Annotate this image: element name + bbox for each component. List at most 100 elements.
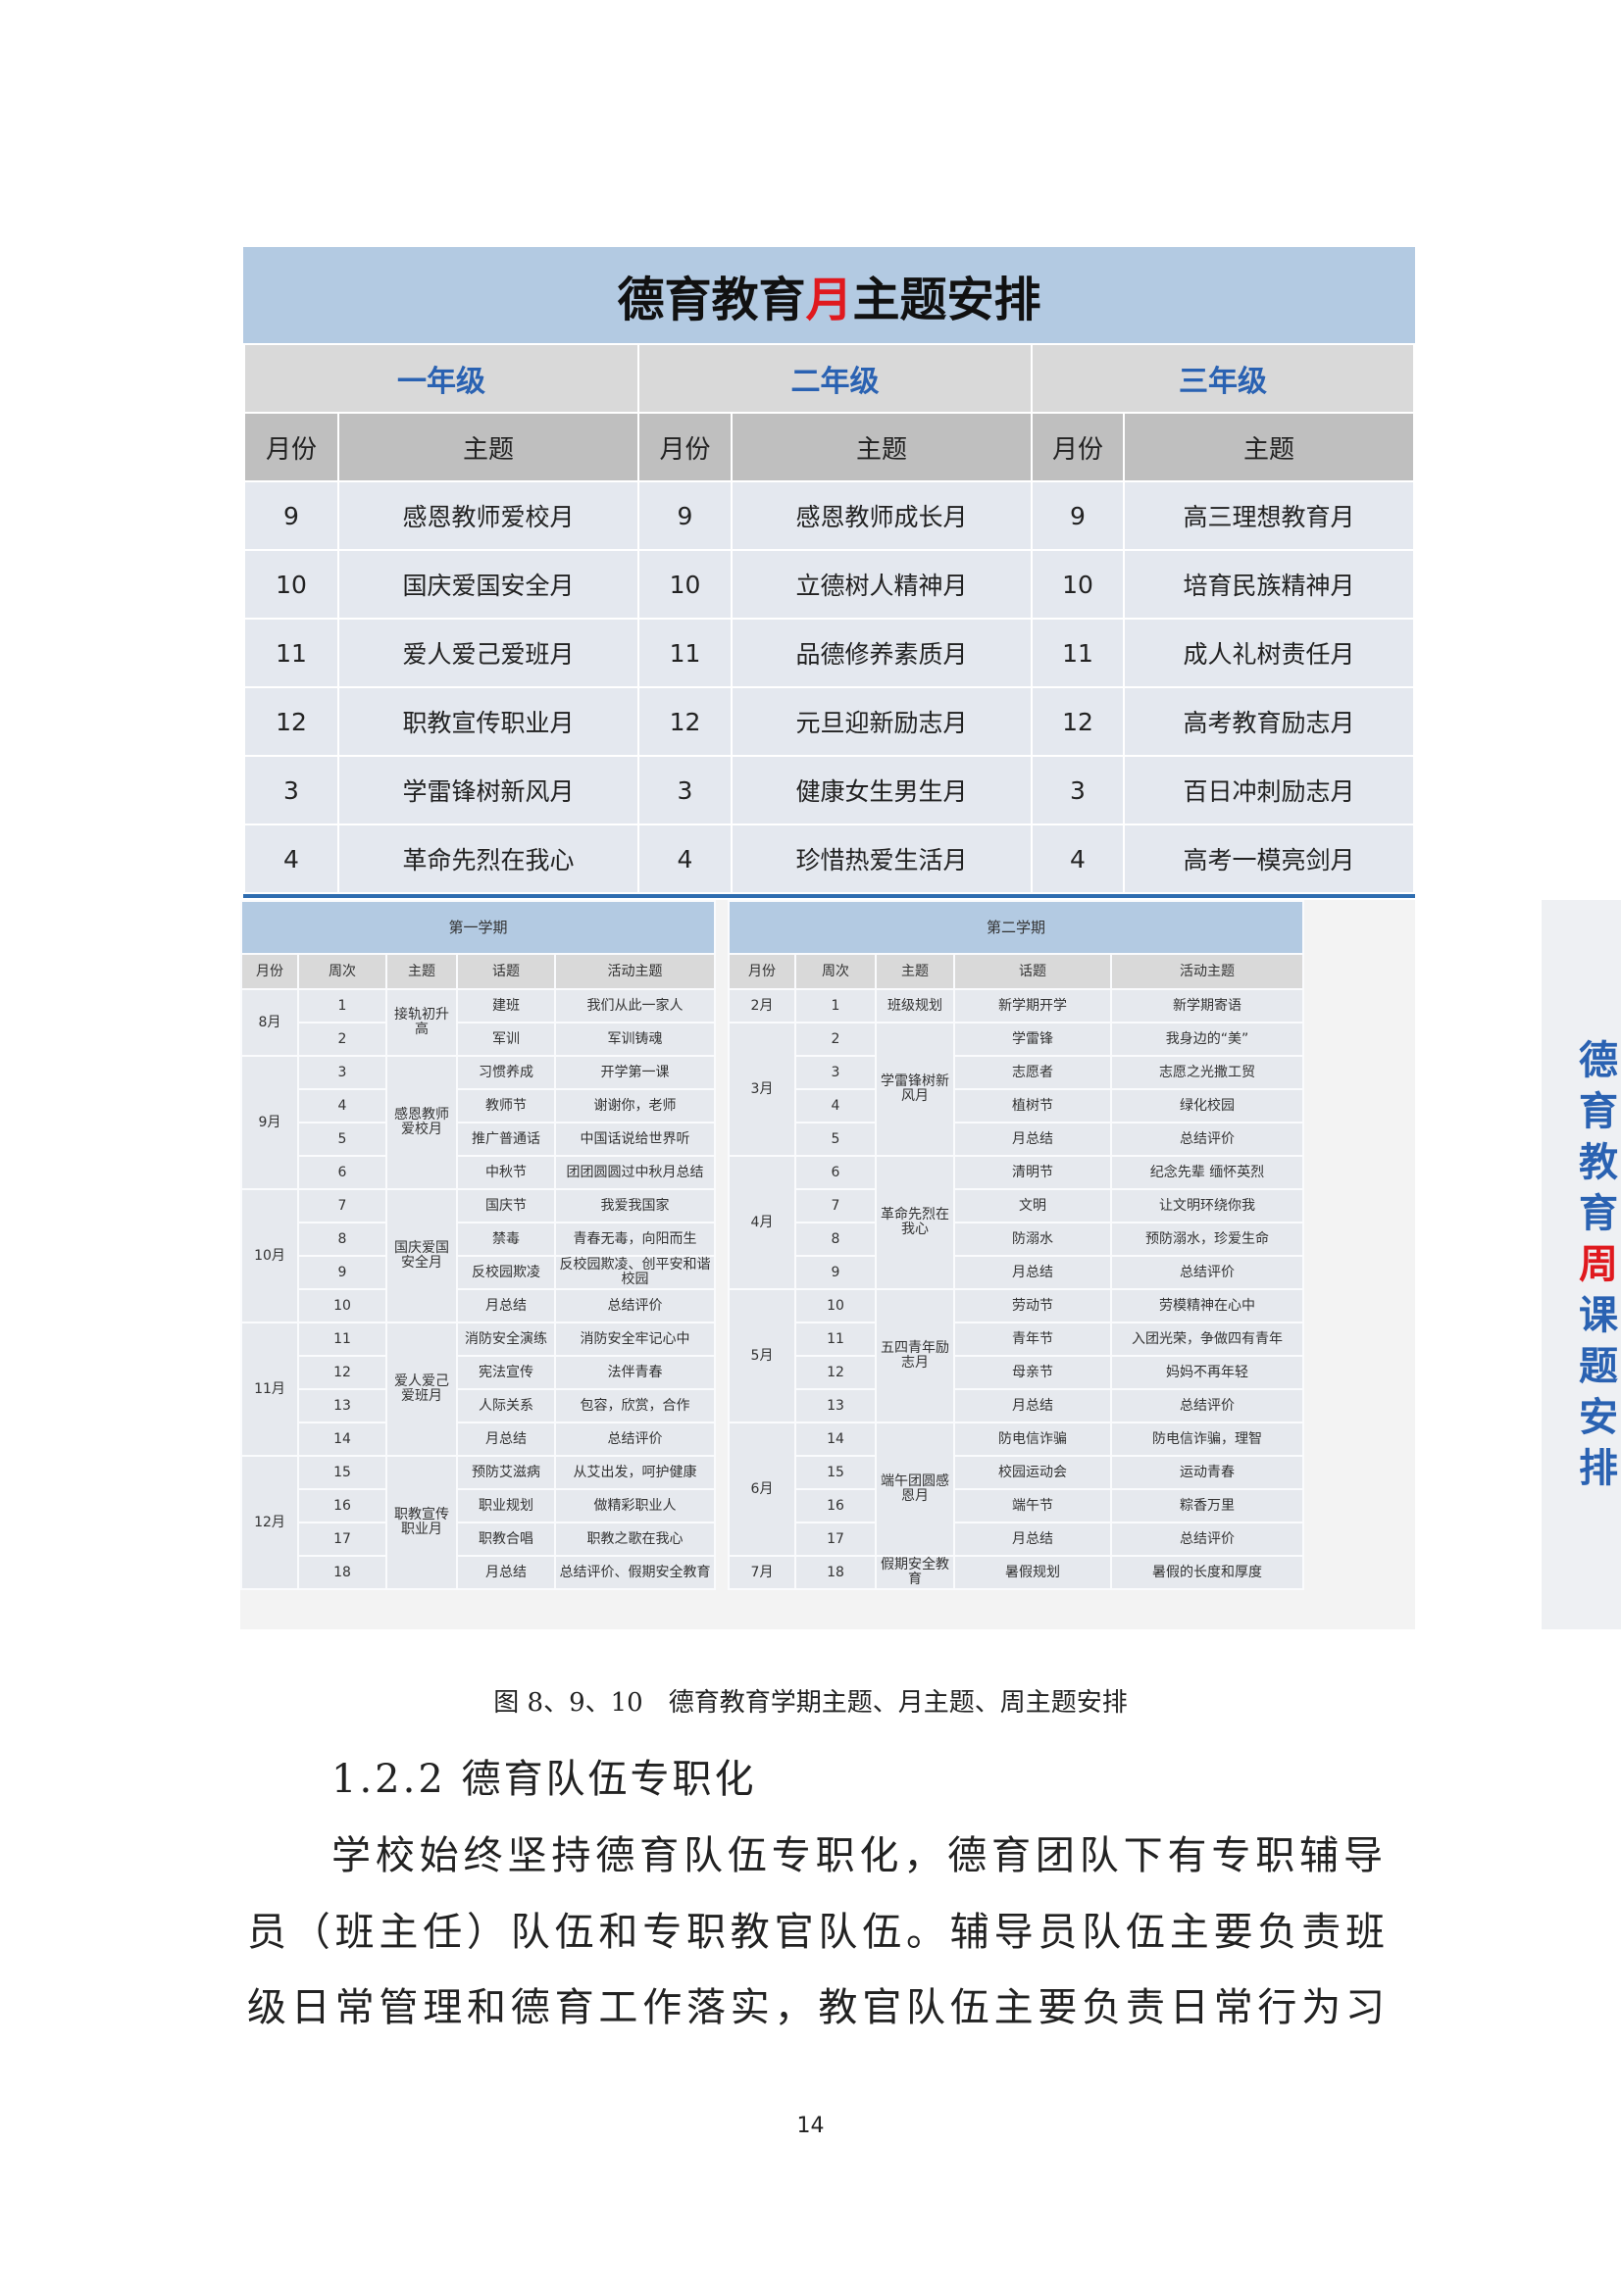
week-cell: 13 [297,1388,387,1423]
semester-1-table: 第一学期 月份 周次 主题 话题 活动主题 8月 1 接轨初升高 建班 我们从此一家人 2 军训 军训铸魂… [240,900,716,1590]
theme-cell: 端午团圆感恩月 [875,1422,955,1557]
table-row: 12月 15 职教宣传职业月 预防艾滋病 从艾出发，呵护健康 [240,1455,716,1590]
topic-cell: 月总结 [456,1422,556,1457]
column-header: 月份 [637,412,733,482]
week-cell: 2 [794,1022,877,1057]
topic-cell: 月总结 [953,1122,1112,1157]
table-cell: 高考教育励志月 [1123,686,1415,757]
table-cell: 3 [243,755,339,825]
activity-cell: 让文明环绕你我 [1110,1188,1304,1223]
column-header: 主题 [731,412,1033,482]
table-row: 12 母亲节 妈妈不再年轻 [729,1355,1304,1390]
activity-cell: 总结评价 [1110,1388,1304,1423]
table-row: 3月 2 学雷锋树新风月 学雷锋 我身边的“美” [728,1022,1304,1157]
activity-cell: 预防溺水，珍爱生命 [1110,1222,1304,1257]
topic-cell: 月总结 [953,1255,1112,1290]
table-row: 8 禁毒 青春无毒，向阳而生 [241,1222,716,1257]
activity-cell: 包容，欣赏，合作 [554,1388,716,1423]
activity-cell: 青春无毒，向阳而生 [554,1222,716,1257]
header-row: 月份 周次 主题 话题 活动主题 [728,953,1304,990]
table-cell: 珍惜热爱生活月 [731,824,1033,894]
activity-cell: 我身边的“美” [1110,1022,1304,1057]
table-row: 11 青年节 入团光荣，争做四有青年 [729,1322,1304,1357]
title-highlight: 月 [805,273,853,327]
activity-cell: 团团圆圆过中秋月总结 [554,1155,716,1190]
table-cell: 高考一模亮剑月 [1123,824,1415,894]
theme-cell: 爱人爱己爱班月 [385,1322,458,1457]
week-cell: 17 [297,1522,387,1557]
column-header: 活动主题 [1110,953,1304,990]
activity-cell: 谢谢你，老师 [554,1088,716,1123]
topic-cell: 植树节 [953,1088,1112,1123]
month-cell: 12月 [240,1455,299,1590]
column-header: 月份 [728,953,796,990]
table-cell: 成人礼树责任月 [1123,618,1415,688]
grade-header: 三年级 [1031,343,1415,414]
column-header: 月份 [243,412,339,482]
topic-cell: 劳动节 [953,1288,1112,1323]
week-cell: 15 [794,1455,877,1490]
topic-cell: 防溺水 [953,1222,1112,1257]
week-cell: 18 [794,1555,877,1590]
activity-cell: 绿化校园 [1110,1088,1304,1123]
activity-cell: 军训铸魂 [554,1022,716,1057]
week-cell: 17 [794,1522,877,1557]
table-cell: 国庆爱国安全月 [337,549,639,620]
weekly-theme-tables: 第一学期 月份 周次 主题 话题 活动主题 8月 1 接轨初升高 建班 我们从此一家人 2 军训 军训铸魂… [240,900,1621,1629]
table-cell: 10 [1031,549,1125,620]
theme-cell: 接轨初升高 [385,988,458,1057]
topic-cell: 推广普通话 [456,1122,556,1157]
topic-cell: 暑假规划 [953,1555,1112,1590]
week-cell: 6 [297,1155,387,1190]
side-title-char: 安 [1579,1395,1618,1440]
table-cell: 4 [1031,824,1125,894]
column-header: 月份 [240,953,299,990]
week-cell: 1 [297,988,387,1023]
table-cell: 3 [637,755,733,825]
activity-cell: 做精彩职业人 [554,1488,716,1523]
semester-title-row: 第一学期 [240,900,716,955]
table-cell: 4 [637,824,733,894]
table-row: 18 月总结 总结评价、假期安全教育 [241,1555,716,1590]
title-part: 主题安排 [852,273,1041,327]
table-cell: 立德树人精神月 [731,549,1033,620]
column-header: 话题 [953,953,1112,990]
column-header: 月份 [1031,412,1125,482]
table-cell: 高三理想教育月 [1123,480,1415,551]
page-number: 14 [796,2114,825,2138]
week-cell: 4 [794,1088,877,1123]
side-title-char: 教 [1579,1140,1618,1185]
table-cell: 12 [1031,686,1125,757]
topic-cell: 防电信诈骗 [953,1422,1112,1457]
topic-cell: 预防艾滋病 [456,1455,556,1490]
week-cell: 14 [794,1422,877,1457]
table-row: 17 职教合唱 职教之歌在我心 [241,1522,716,1557]
table-cell: 品德修养素质月 [731,618,1033,688]
activity-cell: 总结评价、假期安全教育 [554,1555,716,1590]
topic-cell: 清明节 [953,1155,1112,1190]
table-cell: 11 [1031,618,1125,688]
table-cell: 职教宣传职业月 [337,686,639,757]
activity-cell: 运动青春 [1110,1455,1304,1490]
topic-cell: 志愿者 [953,1055,1112,1090]
activity-cell: 反校园欺凌、创平安和谐校园 [554,1255,716,1290]
figure-caption: 图 8、9、10 德育教育学期主题、月主题、周主题安排 [493,1688,1128,1718]
week-cell: 7 [297,1188,387,1223]
activity-cell: 我爱我国家 [554,1188,716,1223]
week-cell: 10 [297,1288,387,1323]
table-cell: 革命先烈在我心 [337,824,639,894]
activity-cell: 劳模精神在心中 [1110,1288,1304,1323]
table-cell: 爱人爱己爱班月 [337,618,639,688]
table-row: 5月 10 五四青年励志月 劳动节 劳模精神在心中 [728,1288,1304,1423]
column-header: 主题 [385,953,458,990]
theme-cell: 五四青年励志月 [875,1288,955,1423]
table-row: 3 志愿者 志愿之光撒工贸 [729,1055,1304,1090]
week-cell: 7 [794,1188,877,1223]
table-row: 9月 3 感恩教师爱校月 习惯养成 开学第一课 [240,1055,716,1190]
column-header: 话题 [456,953,556,990]
side-title: 德育教育周课题安排 [1542,900,1621,1629]
table-cell: 4 [243,824,339,894]
theme-cell: 职教宣传职业月 [385,1455,458,1590]
activity-cell: 开学第一课 [554,1055,716,1090]
table-row: 3 学雷锋树新风月 3 健康女生男生月 3 百日冲刺励志月 [243,755,1415,825]
